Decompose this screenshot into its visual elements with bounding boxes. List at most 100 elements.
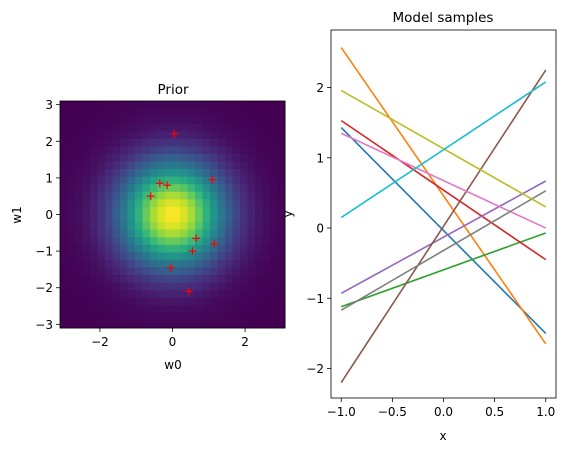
heatmap-cell [135, 206, 143, 215]
heatmap-cell [142, 305, 151, 314]
heatmap-cell [150, 229, 158, 238]
heatmap-cell [255, 267, 263, 276]
heatmap-cell [217, 153, 226, 162]
heatmap-cell [120, 312, 128, 321]
heatmap-cell [157, 108, 166, 117]
heatmap-cell [225, 267, 233, 276]
heatmap-cell [120, 320, 128, 329]
heatmap-cell [105, 206, 113, 215]
heatmap-cell [60, 297, 68, 306]
heatmap-cell [105, 222, 113, 231]
heatmap-cell [60, 138, 68, 147]
heatmap-cell [112, 108, 121, 117]
heatmap-cell [172, 320, 181, 329]
heatmap-cell [142, 282, 151, 291]
heatmap-cell [270, 297, 278, 306]
heatmap-cell [60, 161, 68, 170]
heatmap-cell [217, 267, 226, 276]
heatmap-cell [247, 259, 256, 268]
heatmap-cell [202, 153, 211, 162]
heatmap-cell [180, 199, 188, 208]
heatmap-cell [135, 214, 143, 223]
series-line [340, 69, 547, 383]
heatmap-cell [67, 146, 76, 155]
heatmap-cell [142, 138, 151, 147]
heatmap-cell [187, 237, 196, 246]
heatmap-cell [210, 138, 218, 147]
heatmap-cell [202, 138, 211, 147]
prior-heatmap [60, 101, 286, 329]
heatmap-cell [240, 275, 248, 283]
heatmap-cell [247, 184, 256, 193]
heatmap-cell [165, 282, 173, 291]
heatmap-cell [112, 244, 121, 253]
heatmap-cell [97, 237, 106, 246]
heatmap-cell [187, 138, 196, 147]
heatmap-cell [112, 222, 121, 231]
heatmap-cell [97, 138, 106, 147]
y-tick-label: 0 [45, 208, 53, 222]
heatmap-cell [60, 206, 68, 215]
heatmap-cell [82, 153, 91, 162]
heatmap-cell [82, 101, 91, 109]
heatmap-cell [67, 191, 76, 200]
heatmap-cell [90, 297, 98, 306]
heatmap-cell [142, 176, 151, 185]
heatmap-cell [127, 161, 136, 170]
heatmap-cell [150, 237, 158, 246]
heatmap-cell [60, 290, 68, 299]
heatmap-cell [165, 252, 173, 261]
heatmap-cell [187, 267, 196, 276]
heatmap-cell [232, 282, 241, 291]
heatmap-cell [67, 131, 76, 140]
heatmap-cell [240, 312, 248, 321]
heatmap-cell [60, 229, 68, 238]
heatmap-cell [90, 108, 98, 117]
heatmap-cell [142, 161, 151, 170]
heatmap-cell [135, 275, 143, 283]
heatmap-cell [225, 275, 233, 283]
heatmap-cell [90, 275, 98, 283]
heatmap-cell [247, 290, 256, 299]
heatmap-cell [225, 244, 233, 253]
heatmap-cell [82, 312, 91, 321]
heatmap-cell [202, 290, 211, 299]
heatmap-cell [180, 259, 188, 268]
heatmap-cell [82, 275, 91, 283]
heatmap-cell [202, 131, 211, 140]
heatmap-cell [135, 267, 143, 276]
heatmap-cell [135, 161, 143, 170]
heatmap-cell [270, 116, 278, 125]
heatmap-cell [105, 237, 113, 246]
heatmap-cell [67, 153, 76, 162]
heatmap-cell [90, 191, 98, 200]
heatmap-cell [232, 214, 241, 223]
heatmap-cell [180, 267, 188, 276]
heatmap-cell [67, 108, 76, 117]
heatmap-cell [210, 199, 218, 208]
heatmap-cell [75, 131, 83, 140]
heatmap-cell [202, 101, 211, 109]
prior-title: Prior [157, 82, 188, 98]
heatmap-cell [180, 229, 188, 238]
heatmap-cell [240, 191, 248, 200]
heatmap-cell [240, 282, 248, 291]
heatmap-cell [187, 169, 196, 178]
heatmap-cell [255, 169, 263, 178]
heatmap-cell [255, 123, 263, 132]
heatmap-cell [187, 191, 196, 200]
heatmap-cell [225, 101, 233, 109]
heatmap-cell [255, 184, 263, 193]
heatmap-cell [232, 229, 241, 238]
heatmap-cell [240, 214, 248, 223]
heatmap-cell [247, 191, 256, 200]
heatmap-cell [150, 320, 158, 329]
x-tick-label: −0.5 [378, 405, 407, 419]
heatmap-cell [255, 297, 263, 306]
heatmap-cell [90, 229, 98, 238]
heatmap-cell [112, 267, 121, 276]
heatmap-cell [120, 229, 128, 238]
heatmap-cell [217, 199, 226, 208]
heatmap-cell [210, 108, 218, 117]
